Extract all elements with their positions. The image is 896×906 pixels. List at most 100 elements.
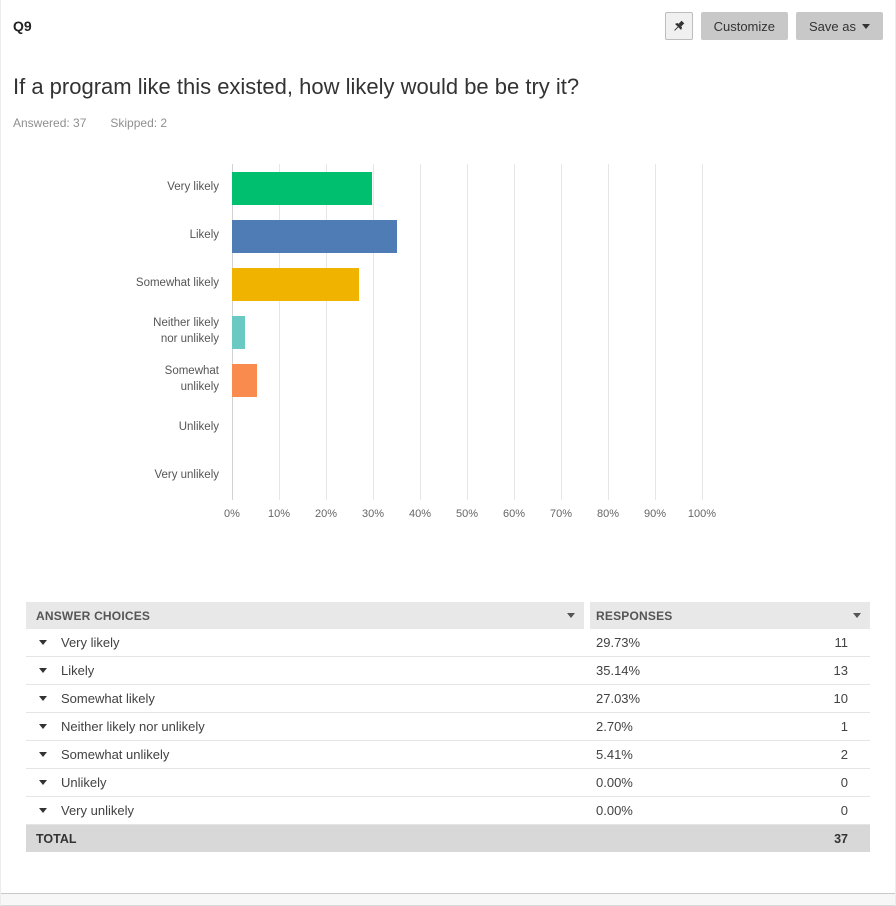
chart-row	[232, 452, 702, 500]
row-expand-caret-icon[interactable]	[39, 808, 47, 813]
row-expand-caret-icon[interactable]	[39, 780, 47, 785]
pin-button[interactable]	[664, 12, 693, 40]
customize-button[interactable]: Customize	[700, 12, 789, 40]
answer-choice-label: Very likely	[61, 635, 120, 650]
response-percent: 2.70%	[596, 719, 633, 734]
gridline	[608, 164, 609, 500]
gridline	[514, 164, 515, 500]
response-count: 2	[840, 747, 848, 762]
gridline	[467, 164, 468, 500]
category-label: Likely	[189, 229, 219, 242]
table-body: Very likely 29.73% 11 Likely 35.14% 13 Somewha…	[26, 629, 870, 825]
response-percent: 0.00%	[596, 775, 633, 790]
answer-choices-header-label: ANSWER CHOICES	[36, 608, 151, 623]
topbar: Q9 Customize Save as	[1, 0, 895, 50]
table-row: Unlikely 0.00% 0	[26, 769, 870, 797]
table-row: Very likely 29.73% 11	[26, 629, 870, 657]
gridline	[279, 164, 280, 500]
gridline	[373, 164, 374, 500]
row-expand-caret-icon[interactable]	[39, 668, 47, 673]
x-tick-label: 80%	[596, 508, 620, 520]
gridline	[420, 164, 421, 500]
response-percent: 29.73%	[596, 635, 641, 650]
bar-segment[interactable]	[232, 267, 360, 301]
x-tick-label: 60%	[502, 508, 526, 520]
category-label: Somewhat likely	[135, 277, 219, 290]
category-label: Neither likely nor unlikely	[153, 317, 219, 345]
category-label: Somewhat unlikely	[164, 365, 219, 393]
response-count: 10	[833, 691, 848, 706]
results-table: ANSWER CHOICES RESPONSES Very likely 29.7…	[26, 602, 870, 852]
row-expand-caret-icon[interactable]	[39, 724, 47, 729]
answer-choice-cell: Very unlikely	[26, 803, 596, 818]
footer-divider	[1, 893, 895, 906]
table-row: Neither likely nor unlikely 2.70% 1	[26, 713, 870, 741]
answer-choice-cell: Somewhat likely	[26, 691, 596, 706]
x-tick-label: 70%	[549, 508, 573, 520]
chart-bar-area	[232, 164, 702, 500]
topbar-actions: Customize Save as	[664, 12, 883, 40]
bar-segment[interactable]	[232, 171, 372, 205]
gridline	[702, 164, 703, 500]
answer-choice-cell: Very likely	[26, 635, 596, 650]
bar-segment[interactable]	[232, 363, 258, 397]
gridline	[655, 164, 656, 500]
answer-choice-label: Likely	[61, 663, 95, 678]
question-stats: Answered: 37 Skipped: 2	[13, 116, 883, 130]
save-as-button[interactable]: Save as	[796, 12, 883, 40]
answer-choice-cell: Somewhat unlikely	[26, 747, 596, 762]
bar-segment[interactable]	[232, 219, 398, 253]
save-as-caret-icon	[862, 23, 870, 29]
response-percent: 35.14%	[596, 663, 641, 678]
response-percent: 0.00%	[596, 803, 633, 818]
question-title: If a program like this existed, how like…	[13, 74, 580, 99]
table-header-row: ANSWER CHOICES RESPONSES	[26, 602, 870, 629]
answer-choices-sort-icon[interactable]	[567, 613, 575, 618]
row-expand-caret-icon[interactable]	[39, 640, 47, 645]
answer-choices-header[interactable]: ANSWER CHOICES	[26, 602, 584, 629]
response-count: 11	[834, 635, 849, 650]
skipped-count: Skipped: 2	[110, 116, 168, 130]
row-expand-caret-icon[interactable]	[39, 696, 47, 701]
chart-row	[232, 404, 702, 452]
x-tick-label: 50%	[455, 508, 479, 520]
bar-segment[interactable]	[232, 315, 245, 349]
response-count: 0	[840, 775, 848, 790]
responses-header-label: RESPONSES	[596, 608, 673, 623]
response-count: 13	[833, 663, 848, 678]
response-count: 1	[840, 719, 848, 734]
total-label: TOTAL	[36, 831, 77, 846]
x-tick-label: 90%	[643, 508, 667, 520]
customize-button-label: Customize	[713, 18, 776, 34]
answer-choice-cell: Neither likely nor unlikely	[26, 719, 596, 734]
chart-row	[232, 308, 702, 356]
x-tick-label: 30%	[361, 508, 385, 520]
table-row: Somewhat unlikely 5.41% 2	[26, 741, 870, 769]
answer-choice-cell: Unlikely	[26, 775, 596, 790]
chart-labels: Very likely Likely Somewhat likely Neither …	[132, 164, 232, 500]
x-tick-label: 100%	[687, 508, 717, 520]
responses-sort-icon[interactable]	[853, 613, 861, 618]
category-label: Very unlikely	[154, 469, 219, 482]
response-percent: 5.41%	[596, 747, 633, 762]
category-label: Unlikely	[178, 421, 219, 434]
x-tick-label: 0%	[224, 508, 240, 520]
save-as-button-label: Save as	[809, 18, 856, 34]
table-row: Very unlikely 0.00% 0	[26, 797, 870, 825]
x-tick-label: 40%	[408, 508, 432, 520]
responses-header[interactable]: RESPONSES	[590, 602, 870, 629]
x-tick-label: 20%	[314, 508, 338, 520]
chart-x-axis: 0% 10% 20% 30% 40% 50% 60% 70% 80% 90% 100%	[224, 508, 716, 524]
category-label: Very likely	[167, 181, 219, 194]
gridline	[561, 164, 562, 500]
chart-plot: 0% 10% 20% 30% 40% 50% 60% 70% 80% 90% 100%	[224, 164, 716, 520]
table-row: Somewhat likely 27.03% 10	[26, 685, 870, 713]
answer-choice-label: Very unlikely	[61, 803, 134, 818]
total-count: 37	[834, 831, 848, 846]
chart-row	[232, 356, 702, 404]
answer-choice-label: Unlikely	[61, 775, 107, 790]
table-total-row: TOTAL 37	[26, 825, 870, 852]
answer-choice-cell: Likely	[26, 663, 596, 678]
pin-icon	[671, 19, 686, 34]
row-expand-caret-icon[interactable]	[39, 752, 47, 757]
